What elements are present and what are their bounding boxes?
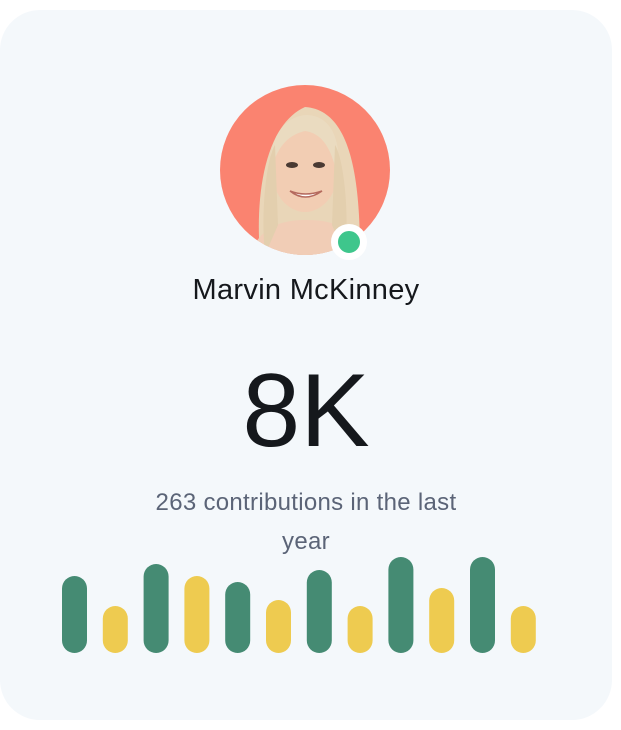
chart-bar — [62, 576, 87, 653]
chart-bar — [510, 606, 536, 653]
profile-name: Marvin McKinney — [192, 274, 420, 306]
chart-bar — [388, 557, 414, 653]
chart-bar — [184, 576, 210, 653]
chart-bar — [143, 564, 169, 653]
chart-bar — [347, 606, 373, 653]
contributions-caption: 263 contributions in the last year — [155, 489, 457, 555]
avatar[interactable] — [220, 85, 390, 255]
chart-bar — [470, 557, 495, 653]
online-status-indicator — [331, 224, 367, 260]
avatar-photo — [220, 85, 390, 255]
chart-bar — [429, 588, 455, 653]
contributions-bar-chart — [62, 557, 536, 653]
profile-card: Marvin McKinney 8K 263 contributions in … — [0, 10, 612, 720]
chart-bar — [266, 600, 291, 653]
contributions-total: 8K — [242, 353, 370, 469]
chart-bar — [306, 570, 332, 653]
chart-bar — [225, 582, 251, 653]
chart-bar — [102, 606, 128, 653]
